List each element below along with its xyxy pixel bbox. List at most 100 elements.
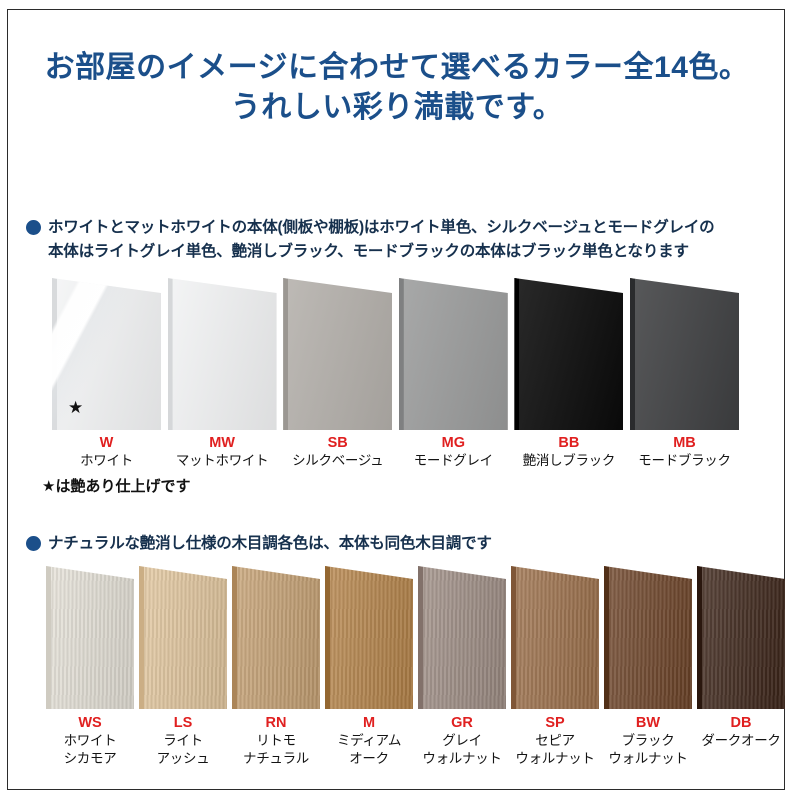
swatch-panel <box>398 278 508 430</box>
swatch-name-line-2: ナチュラル <box>243 751 309 766</box>
swatch-panel <box>697 566 785 709</box>
swatch-code: M <box>362 715 376 731</box>
swatch-name-line-1: ダークオーク <box>701 733 781 748</box>
swatch-panel <box>511 566 599 709</box>
swatch-code: MB <box>673 435 696 451</box>
swatch-face <box>630 278 739 430</box>
swatch-name-line-1: シルクベージュ <box>292 453 384 468</box>
swatch-caption-db: DB ダークオーク <box>697 714 785 750</box>
swatch-face <box>511 566 599 709</box>
swatch-name-line-2: アッシュ <box>156 751 210 766</box>
swatch-name-line-1: モードグレイ <box>413 453 494 468</box>
swatch-panel <box>139 566 227 709</box>
swatch-panel <box>514 278 624 430</box>
note-wood-colors-text: ナチュラルな艶消し仕様の木目調各色は、本体も同色木目調です <box>48 535 492 552</box>
color-swatch-m[interactable] <box>325 566 413 709</box>
title-line-2: うれしい彩り満載です。 <box>230 91 564 124</box>
swatch-code: MW <box>209 435 235 451</box>
swatch-code: RN <box>265 715 287 731</box>
swatch-name-line-1: リトモ <box>256 733 296 748</box>
swatch-caption-bb: BB 艶消しブラック <box>514 434 623 470</box>
swatch-code: DB <box>730 715 752 731</box>
swatch-name-line-2: オーク <box>349 751 389 766</box>
swatch-name-line-2: ウォルナット <box>422 751 502 766</box>
page-title: お部屋のイメージに合わせて選べるカラー全14色。 うれしい彩り満載です。 <box>8 48 786 128</box>
swatch-face <box>167 278 277 430</box>
swatch-name-line-2: ウォルナット <box>608 751 688 766</box>
swatch-name-line-1: グレイ <box>442 733 482 748</box>
color-swatch-ls[interactable] <box>139 566 227 709</box>
swatch-edge <box>514 278 520 430</box>
swatch-caption-bw: BW ブラックウォルナット <box>604 714 692 768</box>
swatch-edge <box>325 566 330 709</box>
star-footnote: ★は艶あり仕上げです <box>42 478 191 495</box>
swatch-name-line-1: セピア <box>535 733 575 748</box>
note-solid-colors: ホワイトとマットホワイトの本体(側板や棚板)はホワイト単色、シルクベージュとモー… <box>26 216 776 264</box>
color-swatch-sb[interactable] <box>283 278 393 430</box>
swatch-face <box>514 278 624 430</box>
swatch-caption-mg: MG モードグレイ <box>399 434 508 470</box>
swatch-caption-w: W ホワイト <box>52 434 161 470</box>
swatch-code: BW <box>635 715 661 731</box>
swatch-caption-mb: MB モードブラック <box>630 434 739 470</box>
swatch-face <box>697 566 785 709</box>
swatch-caption-gr: GR グレイ ウォルナット <box>418 714 506 768</box>
color-swatch-rn[interactable] <box>232 566 320 709</box>
color-swatch-mb[interactable] <box>630 278 739 430</box>
swatch-face <box>604 566 692 709</box>
swatch-edge <box>46 566 51 709</box>
gloss-star-marker-icon: ★ <box>68 398 84 417</box>
chart-frame: お部屋のイメージに合わせて選べるカラー全14色。 うれしい彩り満載です。 ホワイ… <box>7 9 785 790</box>
swatch-code: BB <box>558 435 580 451</box>
swatch-name-line-1: ミディアム <box>336 733 402 748</box>
swatch-panel <box>604 566 692 709</box>
swatch-name-line-1: 艶消しブラック <box>522 453 616 468</box>
swatch-face <box>46 566 134 709</box>
swatch-edge <box>52 278 57 430</box>
swatch-name-line-1: モードブラック <box>638 453 731 468</box>
swatch-name-line-2: ウォルナット <box>515 751 595 766</box>
swatch-name-line-1: ブラック <box>621 733 675 748</box>
color-swatch-mg[interactable] <box>398 278 508 430</box>
swatch-caption-rn: RN リトモナチュラル <box>232 714 320 768</box>
color-swatch-bb[interactable] <box>514 278 624 430</box>
swatch-code: SP <box>545 715 565 731</box>
swatch-panel <box>283 278 393 430</box>
swatch-edge <box>511 566 516 709</box>
swatch-code: SB <box>327 435 348 451</box>
swatch-face <box>139 566 227 709</box>
swatch-edge <box>630 278 635 430</box>
swatch-edge <box>398 278 404 430</box>
swatch-caption-mw: MW マットホワイト <box>168 434 277 470</box>
swatch-code: LS <box>173 715 193 731</box>
color-swatch-gr[interactable] <box>418 566 506 709</box>
swatch-name-line-2: シカモア <box>63 751 117 766</box>
swatch-caption-sb: SB シルクベージュ <box>283 434 392 470</box>
color-swatch-ws[interactable] <box>46 566 134 709</box>
swatch-face <box>398 278 508 430</box>
swatch-name-line-1: ホワイト <box>63 733 117 748</box>
swatch-name-line-1: ライト <box>163 733 203 748</box>
swatch-panel <box>418 566 506 709</box>
color-swatch-mw[interactable] <box>167 278 277 430</box>
swatch-panel <box>46 566 134 709</box>
swatch-name-line-1: ホワイト <box>80 453 133 468</box>
swatch-code: W <box>99 435 114 451</box>
swatch-name-line-1: マットホワイト <box>175 453 269 468</box>
swatch-edge <box>139 566 144 709</box>
swatch-face <box>283 278 393 430</box>
bullet-circle-icon <box>26 536 41 551</box>
color-swatch-bw[interactable] <box>604 566 692 709</box>
swatch-row-wood-colors <box>8 566 786 714</box>
swatch-panel <box>325 566 413 709</box>
note-solid-colors-text: ホワイトとマットホワイトの本体(側板や棚板)はホワイト単色、シルクベージュとモー… <box>48 219 715 260</box>
swatch-caption-ws: WS ホワイト シカモア <box>46 714 134 768</box>
color-swatch-w[interactable]: ★ <box>52 278 161 430</box>
swatch-edge <box>283 278 289 430</box>
swatch-row-solid-colors: ★ <box>8 278 786 436</box>
swatch-edge <box>232 566 237 709</box>
note-wood-colors: ナチュラルな艶消し仕様の木目調各色は、本体も同色木目調です <box>26 532 766 556</box>
color-swatch-sp[interactable] <box>511 566 599 709</box>
swatch-edge <box>604 566 609 709</box>
color-swatch-db[interactable] <box>697 566 785 709</box>
